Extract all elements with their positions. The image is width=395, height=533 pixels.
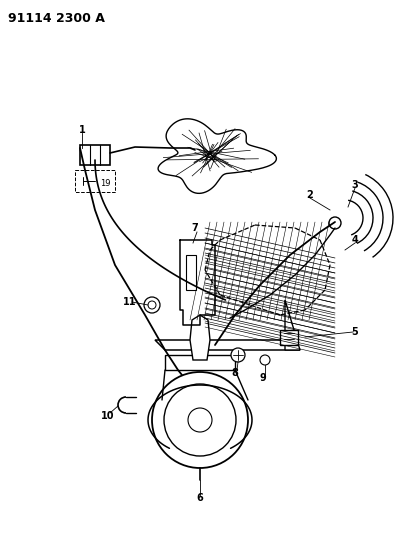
Bar [165,355,235,370]
Text: 19: 19 [100,180,111,189]
Circle shape [152,372,248,468]
Bar [75,170,115,192]
Circle shape [148,301,156,309]
Text: 10: 10 [101,411,115,421]
Text: 6: 6 [197,493,203,503]
Bar [80,145,110,165]
Bar [280,330,298,345]
Text: 91114 2300 A: 91114 2300 A [8,12,105,25]
Circle shape [164,384,236,456]
Text: 9: 9 [260,373,266,383]
Text: 1: 1 [79,125,85,135]
Circle shape [260,355,270,365]
Text: 11: 11 [123,297,137,307]
Text: 5: 5 [352,327,358,337]
Polygon shape [285,300,300,350]
Polygon shape [190,315,210,360]
Circle shape [188,408,212,432]
Text: 3: 3 [352,180,358,190]
Text: 8: 8 [231,368,239,378]
Circle shape [144,297,160,313]
Polygon shape [155,340,300,350]
Circle shape [329,217,341,229]
Circle shape [231,348,245,362]
Text: 2: 2 [307,190,313,200]
Text: 4: 4 [352,235,358,245]
Text: 7: 7 [192,223,198,233]
Bar [186,255,196,290]
